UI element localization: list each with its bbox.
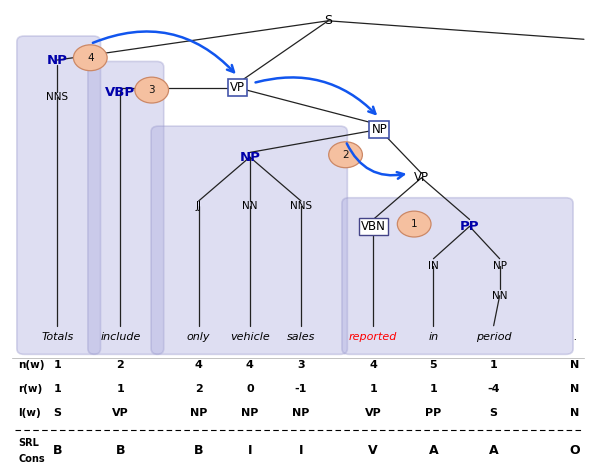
FancyBboxPatch shape [17,36,101,354]
Circle shape [135,77,169,103]
Text: SRL: SRL [18,438,39,448]
Text: 2: 2 [342,150,349,160]
Text: vehicle: vehicle [230,332,270,342]
Text: -1: -1 [295,384,307,394]
Text: S: S [324,14,332,27]
Text: NP: NP [371,123,387,136]
Text: 4: 4 [194,360,203,370]
Text: IN: IN [428,261,439,271]
Text: VP: VP [414,171,429,184]
Text: r(w): r(w) [18,384,42,394]
Text: PP: PP [460,220,479,233]
Text: 1: 1 [54,360,61,370]
Text: B: B [116,444,125,457]
Text: NP: NP [240,151,260,164]
Text: sales: sales [287,332,315,342]
Text: 4: 4 [87,53,94,63]
Text: period: period [476,332,512,342]
Text: VP: VP [365,408,382,418]
Text: 1: 1 [54,384,61,394]
Text: 0: 0 [246,384,253,394]
Text: VP: VP [231,81,245,94]
Text: A: A [429,444,438,457]
Text: NP: NP [293,408,309,418]
Text: NN: NN [492,291,507,301]
Text: -4: -4 [488,384,500,394]
Text: 2: 2 [117,360,124,370]
Text: NP: NP [241,408,258,418]
Text: 3: 3 [297,360,305,370]
Text: VBN: VBN [361,220,386,233]
Text: NN: NN [242,201,258,211]
Text: JJ: JJ [196,201,202,211]
Text: VBP: VBP [105,86,135,99]
Text: 1: 1 [490,360,497,370]
Text: .: . [573,332,577,342]
Text: only: only [187,332,211,342]
Text: 1: 1 [430,384,437,394]
Text: 4: 4 [246,360,254,370]
Text: NP: NP [492,261,507,271]
Circle shape [73,45,107,71]
Text: 1: 1 [411,219,418,229]
Text: I: I [299,444,303,457]
Text: 5: 5 [430,360,437,370]
FancyBboxPatch shape [88,61,164,354]
Text: NNS: NNS [290,201,312,211]
Text: B: B [52,444,62,457]
Text: in: in [429,332,438,342]
Circle shape [397,211,431,237]
Text: N: N [570,360,580,370]
Text: NNS: NNS [46,92,68,102]
Text: 3: 3 [148,85,155,95]
Text: PP: PP [426,408,441,418]
Text: S: S [489,408,498,418]
FancyBboxPatch shape [151,126,347,354]
Text: 4: 4 [369,360,377,370]
Circle shape [329,142,362,168]
Text: 2: 2 [195,384,202,394]
Text: Cons: Cons [18,454,45,462]
Text: 1: 1 [370,384,377,394]
Text: I: I [247,444,252,457]
Text: Totals: Totals [41,332,73,342]
Text: reported: reported [349,332,397,342]
FancyBboxPatch shape [342,198,573,354]
Text: O: O [569,444,580,457]
Text: NP: NP [190,408,207,418]
Text: A: A [489,444,498,457]
Text: V: V [368,444,378,457]
Text: 1: 1 [117,384,124,394]
Text: B: B [194,444,203,457]
Text: n(w): n(w) [18,360,45,370]
Text: N: N [570,384,580,394]
Text: N: N [570,408,580,418]
Text: l(w): l(w) [18,408,41,418]
Text: VP: VP [112,408,129,418]
Text: NP: NP [47,54,67,67]
Text: include: include [100,332,141,342]
Text: S: S [53,408,61,418]
